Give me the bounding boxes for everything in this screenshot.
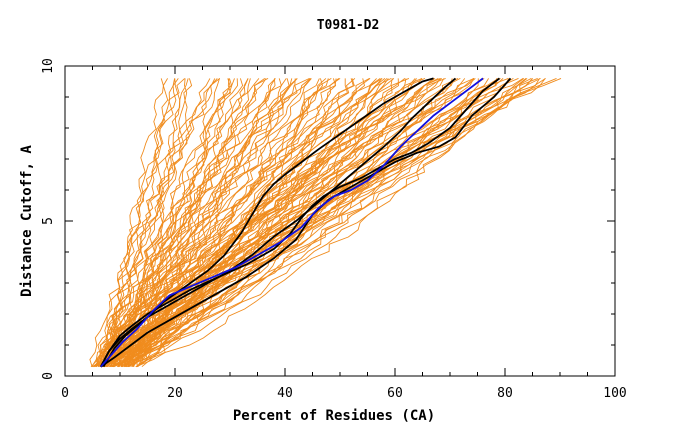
background-model-line (103, 78, 381, 368)
x-tick-label: 80 (497, 386, 513, 401)
background-model-line (99, 78, 370, 367)
y-tick-label: 0 (41, 372, 56, 380)
background-model-line (104, 77, 538, 368)
background-model-line (95, 78, 186, 367)
background-model-line (121, 78, 533, 368)
x-tick-label: 40 (277, 386, 293, 401)
background-model-line (124, 78, 524, 367)
background-model-line (89, 78, 211, 367)
background-model-line (100, 78, 311, 367)
background-model-line (121, 77, 557, 367)
y-tick-label: 10 (41, 58, 56, 74)
background-model-line (117, 77, 509, 367)
background-model-line (98, 78, 383, 368)
background-model-line (91, 78, 476, 367)
background-model-line (127, 78, 354, 367)
x-axis-ticks: 0 20 40 60 80 100 (61, 66, 627, 401)
selected-model-series-line (100, 77, 484, 368)
background-model-line (141, 78, 479, 368)
y-axis-label: Distance Cutoff, A (19, 145, 35, 297)
x-axis-label: Percent of Residues (CA) (233, 408, 435, 424)
x-tick-label: 20 (167, 386, 183, 401)
highlight-model-line (100, 77, 501, 368)
background-model-line (107, 78, 377, 367)
background-model-line (94, 78, 445, 368)
background-model-line (101, 78, 298, 367)
background-model-line (97, 78, 218, 367)
background-model-line (109, 78, 290, 367)
y-tick-label: 5 (41, 217, 56, 225)
background-model-line (91, 78, 235, 368)
x-tick-label: 100 (603, 386, 626, 401)
background-model-line (108, 78, 498, 368)
background-model-line (101, 78, 221, 367)
y-axis-ticks: 0 5 10 (41, 58, 615, 380)
selected-model-line (100, 77, 484, 368)
background-model-line (106, 78, 177, 367)
x-tick-label: 60 (387, 386, 403, 401)
chart-title: T0981-D2 (317, 18, 380, 33)
background-model-line (106, 78, 407, 368)
highlight-model-line (100, 77, 457, 368)
x-tick-label: 0 (61, 386, 69, 401)
background-model-line (111, 78, 498, 368)
background-model-line (124, 78, 501, 368)
background-model-line (101, 77, 446, 368)
background-model-line (137, 78, 500, 367)
background-model-line (104, 78, 189, 367)
background-model-line (106, 77, 423, 368)
background-model-lines (89, 77, 562, 368)
background-model-line (96, 78, 312, 367)
